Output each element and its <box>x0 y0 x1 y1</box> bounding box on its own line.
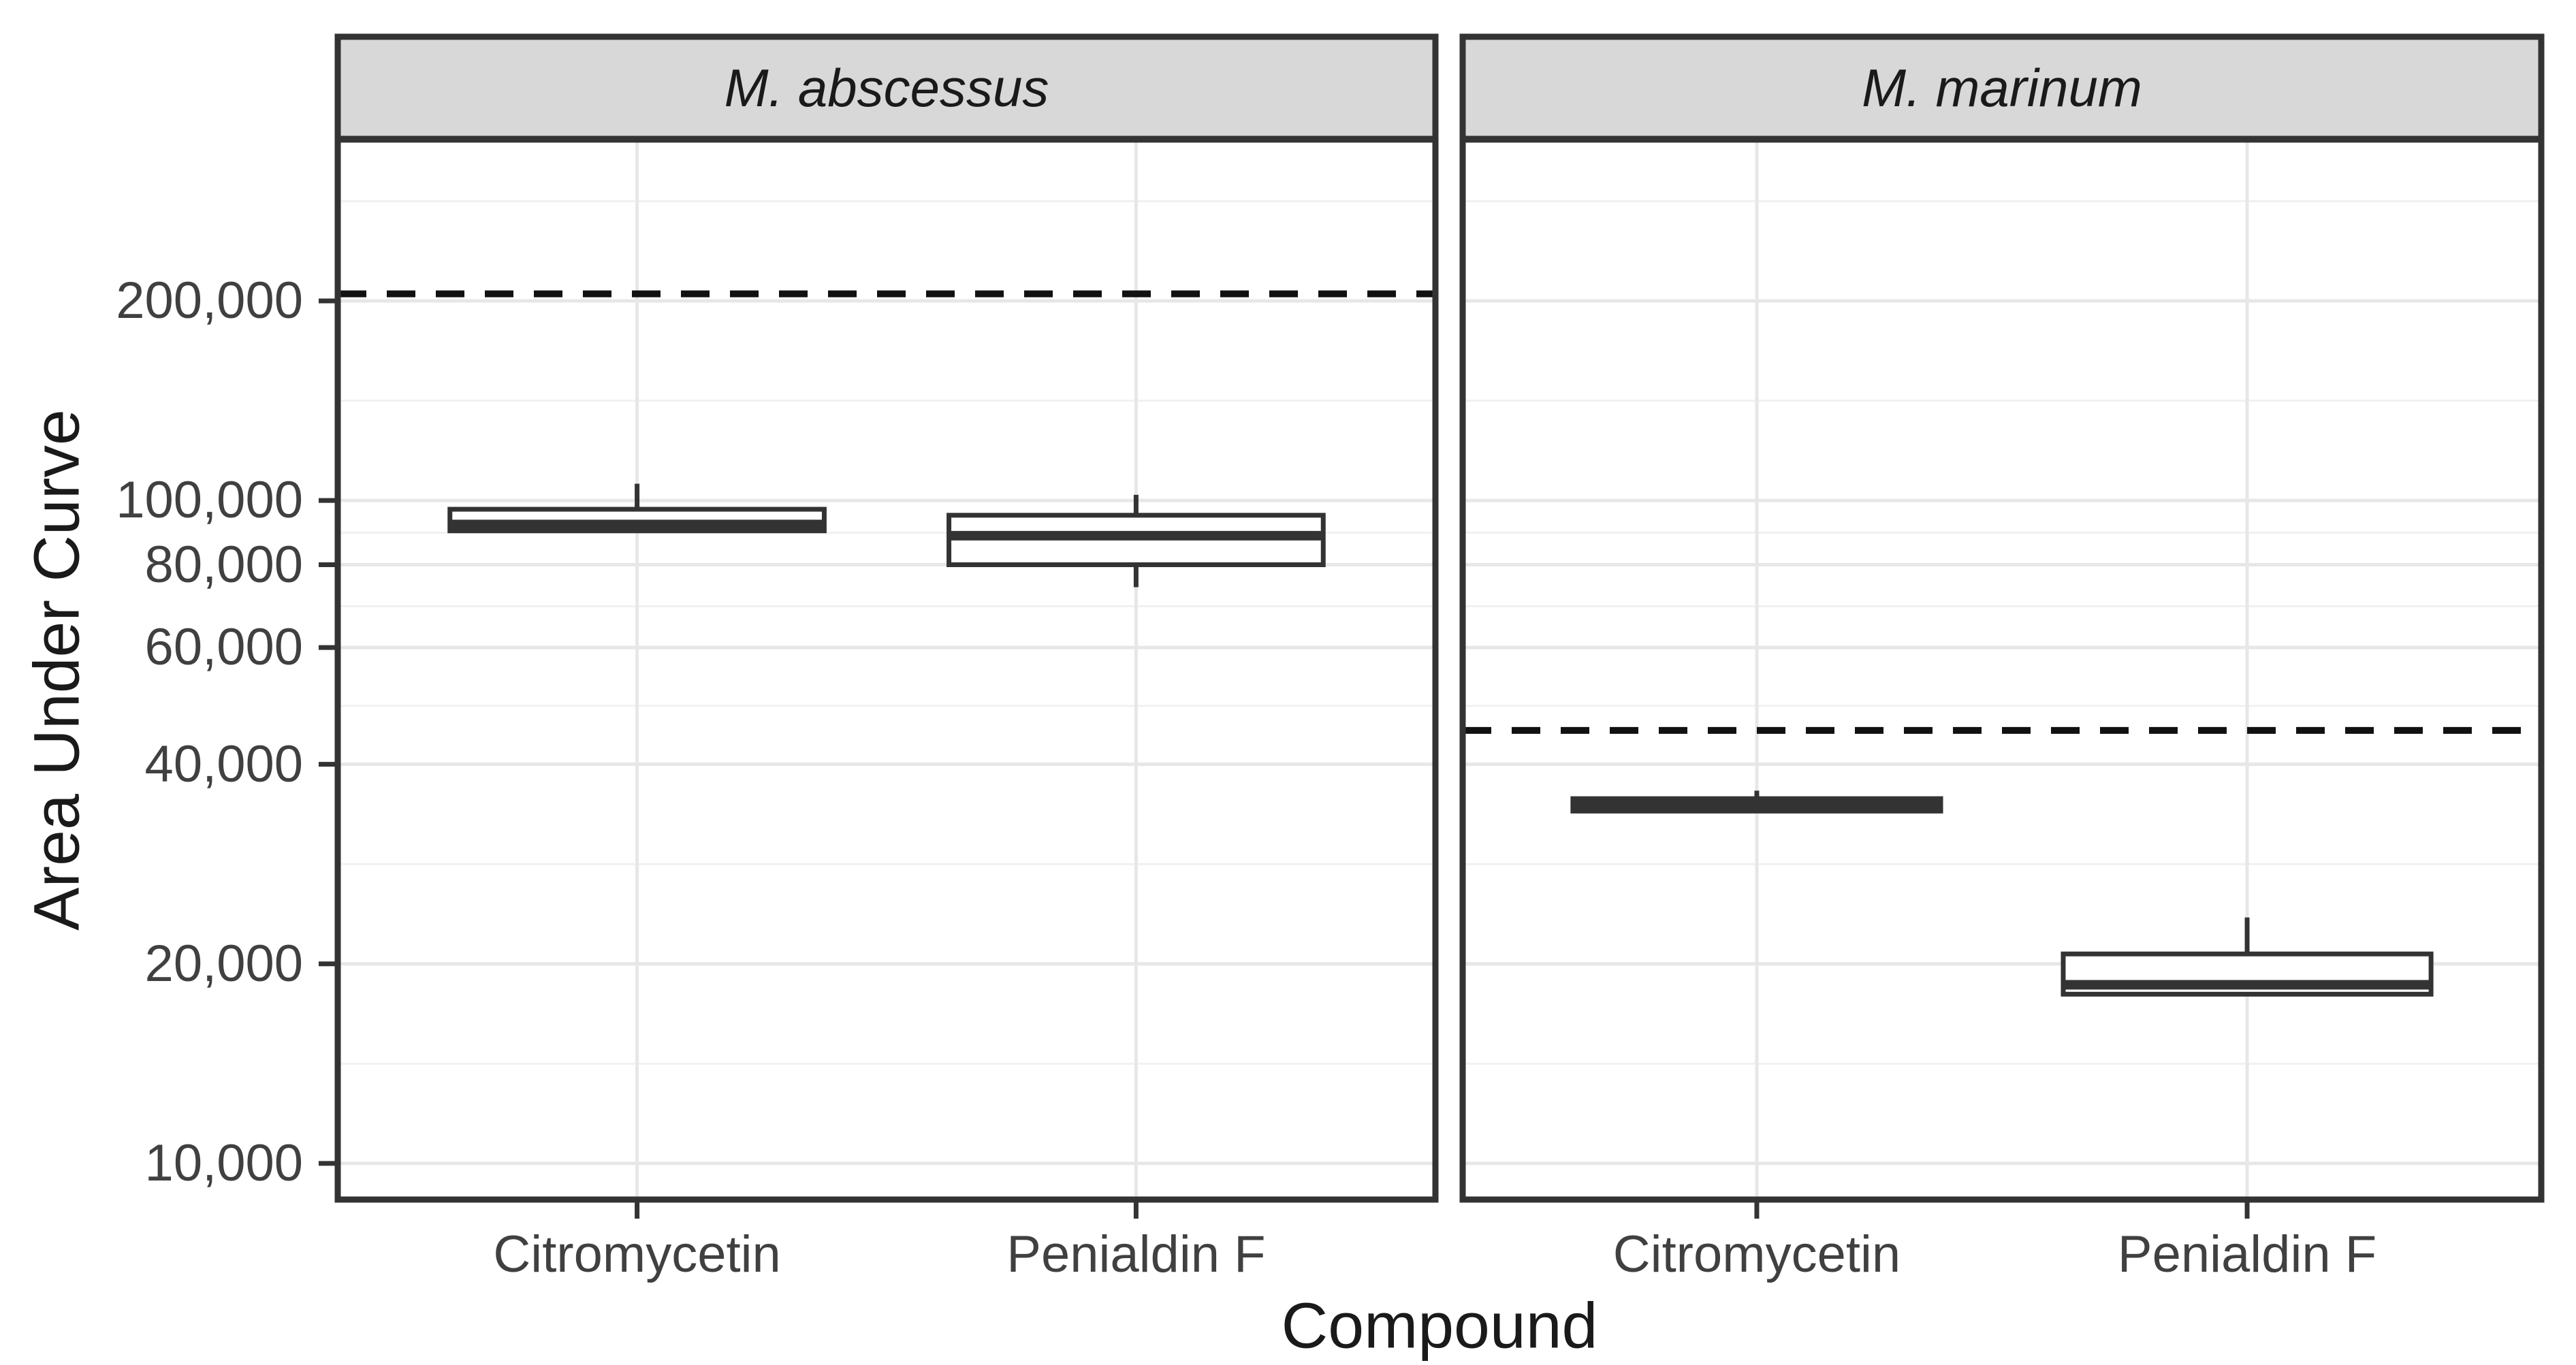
panel-border <box>1459 136 2545 1203</box>
y-tick-label: 80,000 <box>144 535 303 594</box>
panel-background <box>338 140 1435 1200</box>
y-tick-label: 20,000 <box>144 934 303 993</box>
x-axis-title: Compound <box>1281 1289 1598 1362</box>
x-tick-label: Penialdin F <box>2117 1225 2377 1283</box>
y-tick-label: 10,000 <box>144 1134 303 1192</box>
facet-strip <box>334 33 1439 142</box>
y-tick-label: 200,000 <box>116 272 303 330</box>
y-tick-label: 40,000 <box>144 735 303 793</box>
panel-background <box>1463 140 2541 1200</box>
panel-border <box>334 136 1439 1203</box>
facet-strip <box>1459 33 2545 142</box>
x-tick-label: Citromycetin <box>493 1225 781 1283</box>
y-tick-label: 60,000 <box>144 618 303 677</box>
x-tick-label: Penialdin F <box>1006 1225 1266 1283</box>
x-tick-label: Citromycetin <box>1612 1225 1901 1283</box>
y-tick-label: 100,000 <box>116 471 303 530</box>
